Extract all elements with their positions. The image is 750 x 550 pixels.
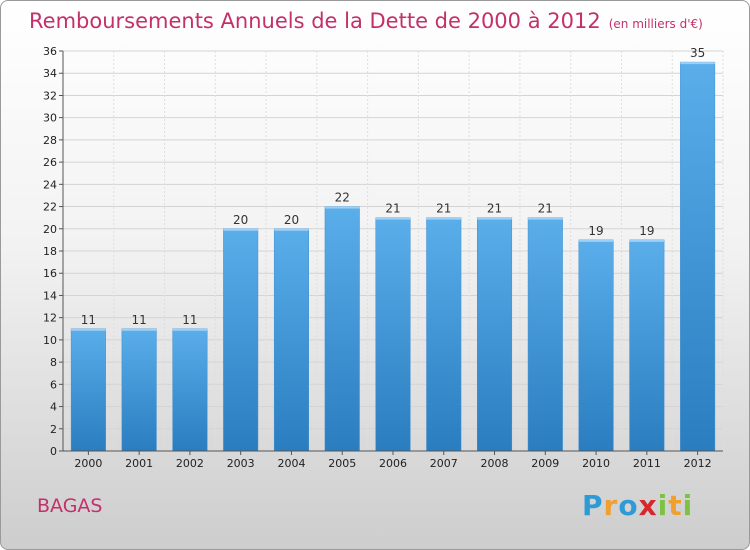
- bar-highlight: [121, 328, 157, 331]
- chart-title-text: Remboursements Annuels de la Dette de 20…: [29, 9, 601, 33]
- bar-highlight: [71, 328, 106, 331]
- logo-letter: o: [618, 489, 639, 522]
- proxiti-logo[interactable]: Proxiti: [582, 489, 693, 522]
- bar-2007[interactable]: [426, 217, 462, 452]
- bar-2011[interactable]: [629, 239, 665, 452]
- label-layer: 11 11 11 20 20 22 21 21 21 21 19 19 35: [81, 46, 706, 327]
- bar-2010[interactable]: [578, 239, 614, 452]
- x-tick-label: 2007: [430, 457, 458, 470]
- y-tick-label: 26: [43, 156, 57, 169]
- y-tick-label: 0: [50, 445, 57, 458]
- bar-highlight: [172, 328, 208, 331]
- bar-highlight: [375, 217, 411, 220]
- bar-2009[interactable]: [527, 217, 563, 452]
- bar-2003[interactable]: [223, 228, 259, 452]
- y-tick-label: 20: [43, 223, 57, 236]
- bar-layer: [70, 61, 716, 452]
- bar-highlight: [477, 217, 512, 220]
- logo-letter: i: [682, 489, 694, 522]
- chart-title: Remboursements Annuels de la Dette de 20…: [29, 9, 703, 33]
- y-tick-label: 36: [43, 45, 57, 58]
- bar-highlight: [426, 217, 462, 220]
- bar-highlight: [578, 239, 614, 242]
- x-tick-label: 2001: [125, 457, 153, 470]
- value-label: 19: [588, 224, 603, 238]
- value-label: 35: [690, 46, 705, 60]
- y-tick-label: 32: [43, 89, 57, 102]
- x-tick-label: 2004: [277, 457, 305, 470]
- bar-2012[interactable]: [680, 61, 716, 452]
- y-tick-label: 12: [43, 312, 57, 325]
- x-tick-label: 2000: [74, 457, 102, 470]
- value-label: 20: [233, 213, 248, 227]
- value-label: 21: [385, 202, 400, 216]
- value-label: 19: [639, 224, 654, 238]
- logo-letter: i: [657, 489, 669, 522]
- logo-letter: r: [603, 489, 619, 522]
- y-tick-label: 34: [43, 67, 57, 80]
- y-tick-label: 8: [50, 356, 57, 369]
- bar-2002[interactable]: [172, 328, 208, 452]
- x-tick-label: 2002: [176, 457, 204, 470]
- bar-highlight: [680, 62, 715, 65]
- y-tick-label: 28: [43, 134, 57, 147]
- y-tick-label: 2: [50, 423, 57, 436]
- y-tick-label: 24: [43, 178, 57, 191]
- value-label: 20: [284, 213, 299, 227]
- y-tick-label: 4: [50, 401, 57, 414]
- bar-highlight: [324, 206, 360, 209]
- logo-letter: t: [668, 489, 683, 522]
- bar-highlight: [274, 228, 309, 231]
- y-tick-label: 6: [50, 378, 57, 391]
- value-label: 21: [436, 202, 451, 216]
- y-tick-label: 30: [43, 112, 57, 125]
- x-tick-label: 2012: [684, 457, 712, 470]
- value-label: 21: [487, 202, 502, 216]
- commune-name: BAGAS: [37, 495, 103, 517]
- x-tick-label: 2010: [582, 457, 610, 470]
- bar-2004[interactable]: [273, 228, 309, 452]
- x-tick-label: 2011: [633, 457, 661, 470]
- y-tick-label: 22: [43, 201, 57, 214]
- x-tick-label: 2008: [481, 457, 509, 470]
- x-tick-label: 2005: [328, 457, 356, 470]
- logo-letter: P: [582, 489, 604, 522]
- bar-highlight: [528, 217, 563, 220]
- bar-2005[interactable]: [324, 206, 360, 452]
- chart-subtitle: (en milliers d'€): [608, 17, 703, 31]
- value-label: 11: [132, 313, 147, 327]
- bar-2006[interactable]: [375, 217, 411, 452]
- y-tick-label: 16: [43, 267, 57, 280]
- bar-2000[interactable]: [70, 328, 106, 452]
- bar-highlight: [629, 239, 665, 242]
- y-tick-label: 18: [43, 245, 57, 258]
- value-label: 11: [182, 313, 197, 327]
- bar-highlight: [223, 228, 258, 231]
- x-tick-label: 2003: [227, 457, 255, 470]
- value-label: 11: [81, 313, 96, 327]
- value-label: 21: [538, 202, 553, 216]
- y-tick-label: 10: [43, 334, 57, 347]
- value-label: 22: [335, 191, 350, 205]
- logo-letter: x: [638, 489, 658, 522]
- bar-2001[interactable]: [121, 328, 157, 452]
- bar-2008[interactable]: [477, 217, 513, 452]
- x-tick-label: 2009: [531, 457, 559, 470]
- x-tick-label: 2006: [379, 457, 407, 470]
- y-tick-label: 14: [43, 289, 57, 302]
